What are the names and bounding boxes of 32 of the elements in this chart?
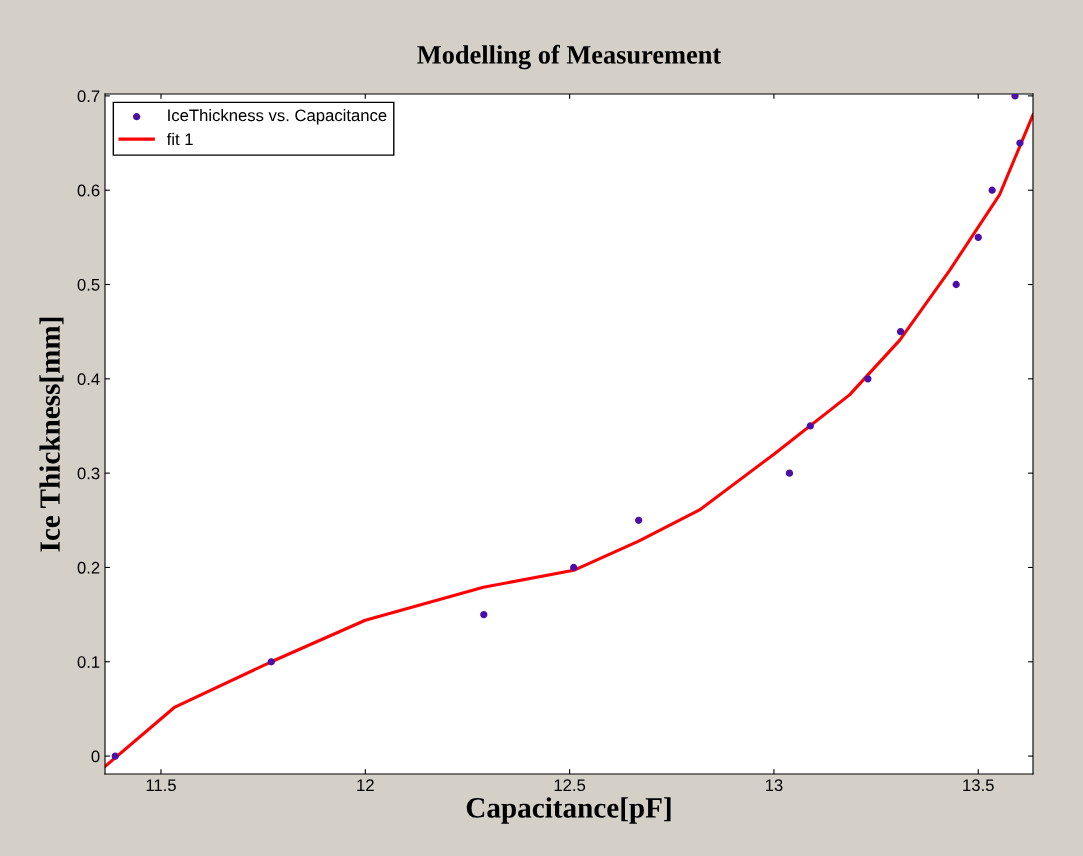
y-tick-label: 0.2 (77, 561, 100, 574)
y-axis-title: Ice Thickness[mm] (39, 317, 64, 552)
point (111, 752, 119, 760)
x-tick-label: 12.5 (554, 779, 586, 792)
x-axis-title: Capacitance[pF] (466, 797, 671, 824)
point (896, 328, 905, 336)
point (806, 422, 814, 430)
y-tick-label: 0.4 (77, 373, 100, 386)
y-tick-label: 0.5 (77, 278, 100, 291)
point (785, 469, 794, 477)
point (570, 563, 578, 572)
x-tick-label: 11.5 (146, 779, 176, 792)
legend-label: IceThickness vs. Capacitance (168, 109, 387, 125)
point (1016, 139, 1024, 147)
point (1011, 94, 1019, 100)
point (635, 516, 643, 524)
point (974, 233, 982, 241)
x-tick-label: 12 (357, 779, 374, 791)
y-tick-label: 0.7 (77, 90, 100, 103)
y-tick-label: 0.1 (77, 656, 100, 668)
x-tick-label: 13 (765, 779, 783, 792)
point (952, 280, 960, 289)
y-tick-label: 0.3 (77, 467, 100, 480)
y-tick-label: 0.6 (77, 184, 100, 197)
legend-label: fit 1 (166, 132, 193, 146)
y-tick-label: 0 (91, 750, 100, 763)
point (480, 610, 488, 619)
x-tick-label: 13.5 (963, 779, 994, 792)
point (864, 375, 872, 383)
point (267, 658, 275, 666)
point (988, 186, 996, 194)
chart-title: Modelling of Measurement (417, 44, 722, 70)
